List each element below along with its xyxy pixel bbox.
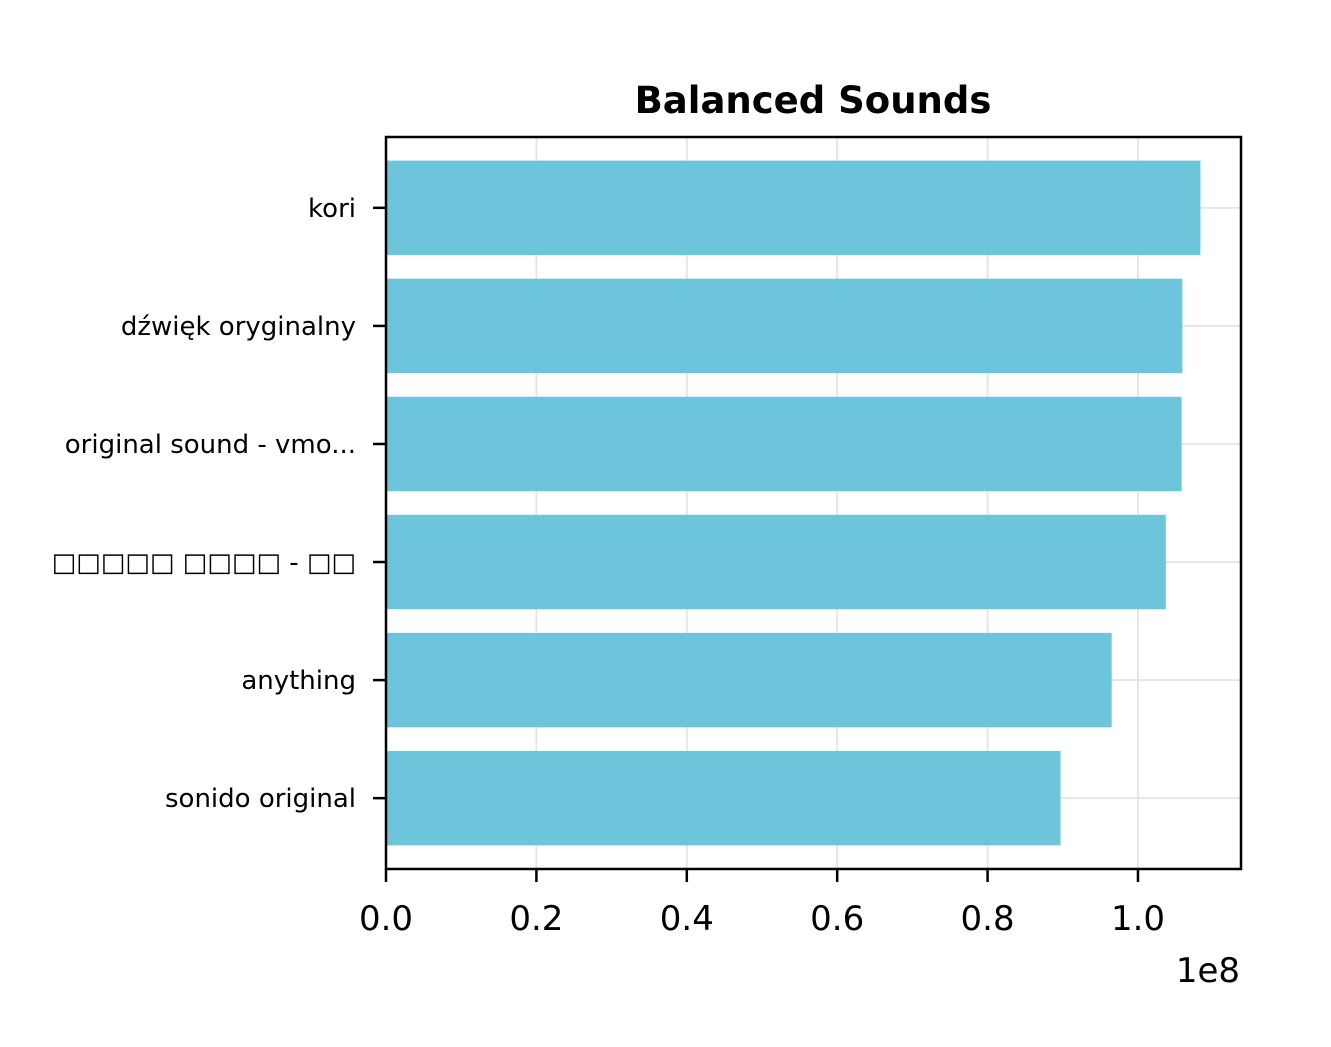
plot-frame <box>384 135 1243 871</box>
y-tick-label: kori <box>308 194 356 224</box>
y-tick-label: □□□□□ □□□□ - □□ <box>52 548 356 578</box>
x-tick-label: 0.8 <box>961 899 1015 939</box>
y-axis-ticks: kori dźwięk oryginalny original sound - vm… <box>52 194 386 814</box>
y-tick-label: anything <box>241 666 356 696</box>
bars <box>386 160 1201 846</box>
bar <box>386 160 1201 256</box>
y-tick-label: sonido original <box>165 784 356 814</box>
y-tick-label: dźwięk oryginalny <box>121 312 356 342</box>
bar <box>386 396 1182 492</box>
x-tick-label: 0.4 <box>660 899 714 939</box>
x-tick-label: 0.0 <box>359 899 413 939</box>
x-tick-label: 0.2 <box>509 899 563 939</box>
bar <box>386 632 1112 728</box>
bar <box>386 750 1061 846</box>
bar <box>386 278 1183 374</box>
x-axis-offset-label: 1e8 <box>1176 951 1240 991</box>
x-tick-label: 1.0 <box>1111 899 1165 939</box>
chart-title: Balanced Sounds <box>635 79 992 122</box>
x-axis-ticks: 0.0 0.2 0.4 0.6 0.8 1.0 <box>359 869 1165 939</box>
y-tick-label: original sound - vmo... <box>65 430 356 460</box>
bar <box>386 514 1166 610</box>
x-tick-label: 0.6 <box>810 899 864 939</box>
